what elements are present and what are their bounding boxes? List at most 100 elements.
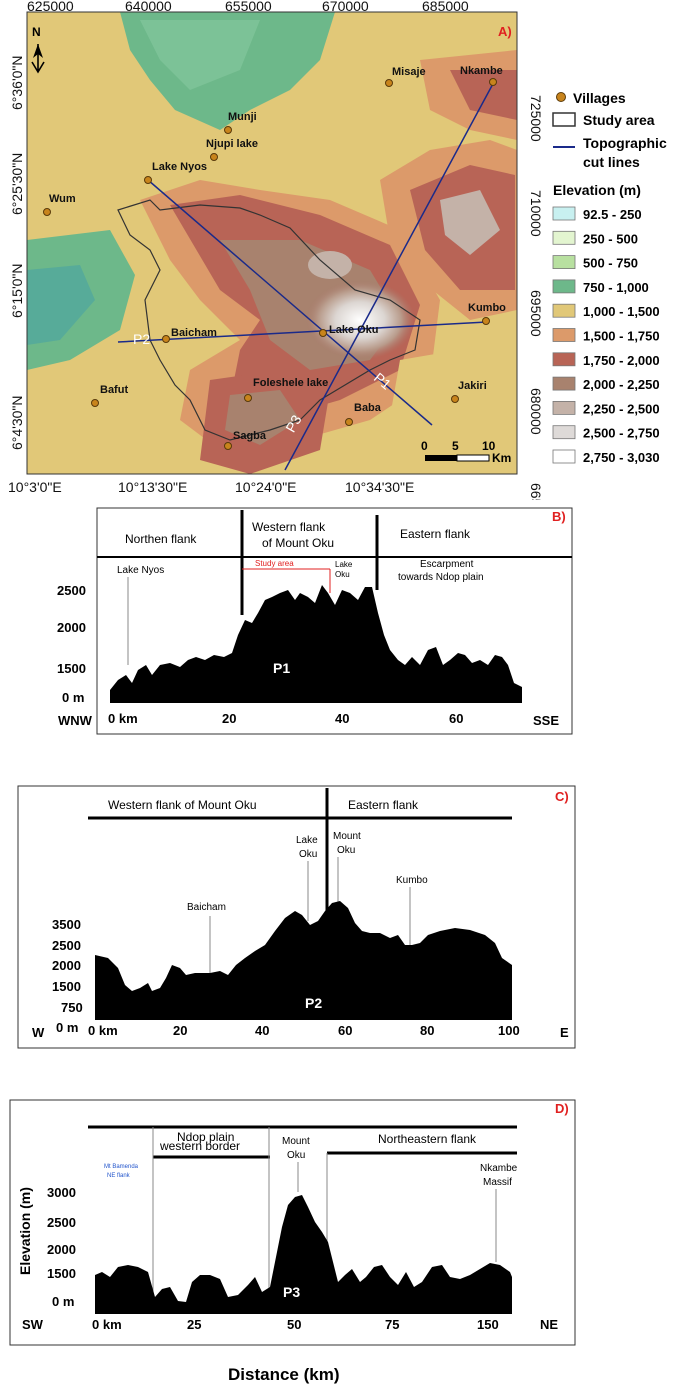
x-tick: 60 (338, 1023, 352, 1038)
zone-western-flank: Western flank (252, 520, 326, 534)
bottom-tick: 10°13'30"E (118, 479, 187, 495)
village-marker-icon (244, 394, 252, 402)
direction-left: W (32, 1025, 45, 1040)
annotation-kumbo: Kumbo (396, 875, 428, 886)
village-label: Nkambe (460, 65, 503, 77)
legend-cut-lines-2: cut lines (583, 154, 640, 170)
village-marker-icon (482, 317, 490, 325)
svg-text:0: 0 (421, 439, 428, 453)
right-tick: 725000 (528, 95, 544, 142)
cut-line-p3 (284, 79, 496, 471)
svg-text:Km: Km (492, 451, 511, 465)
bottom-tick: 10°34'30"E (345, 479, 414, 495)
legend-class-label: 2,750 - 3,030 (583, 450, 660, 465)
x-tick: 20 (222, 711, 236, 726)
village-label: Lake Nyos (152, 161, 207, 173)
zone-northeastern-flank: Northeastern flank (378, 1132, 477, 1146)
annotation-mt-bamenda: Mt Bamenda (104, 1164, 139, 1170)
village-marker-icon (451, 395, 459, 403)
x-tick: 150 (477, 1317, 499, 1332)
annotation-escarpment: Escarpment (420, 559, 474, 570)
y-tick: 3000 (47, 1185, 76, 1200)
legend-swatch (552, 352, 576, 367)
legend-swatch (552, 206, 576, 221)
direction-left: WNW (58, 713, 93, 728)
annotation-lake: Lake (335, 560, 353, 569)
annotation-ndop-plain: towards Ndop plain (398, 572, 484, 583)
annotation-mount: Mount (333, 831, 361, 842)
direction-left: SW (22, 1317, 44, 1332)
left-tick: 6°4'30"N (9, 396, 25, 451)
cut-line-p1 (147, 179, 433, 426)
annotation-massif: Massif (483, 1177, 512, 1188)
direction-right: E (560, 1025, 569, 1040)
profile-panel-d: D) Ndop plain western border Northeaster… (9, 1099, 576, 1384)
bottom-tick: 10°3'0"E (8, 479, 62, 495)
cut-lines (117, 79, 496, 471)
y-axis-title: Elevation (m) (17, 1187, 33, 1275)
legend-class-label: 1,000 - 1,500 (583, 304, 660, 319)
right-tick: 680000 (528, 388, 544, 435)
legend-swatch (552, 328, 576, 342)
x-tick: 20 (173, 1023, 187, 1038)
y-tick: 2500 (47, 1215, 76, 1230)
annotation-mount-oku: Oku (337, 845, 355, 856)
legend-class-label: 750 - 1,000 (583, 280, 649, 295)
cut-line-p2 (117, 321, 488, 343)
annotation-oku: Oku (299, 849, 317, 860)
village-marker-icon (345, 418, 353, 426)
village-marker-icon (43, 208, 51, 216)
y-tick: 750 (61, 1000, 83, 1015)
legend-class-label: 1,750 - 2,000 (583, 353, 660, 368)
legend-swatch (552, 279, 576, 294)
profile-panel-b: B) Northen flank Western flank of Mount … (57, 507, 573, 735)
y-tick: 1500 (52, 979, 81, 994)
legend-class-label: 250 - 500 (583, 231, 638, 246)
x-tick: 50 (287, 1317, 301, 1332)
village-marker-icon (162, 335, 170, 343)
village-marker-icon (489, 78, 497, 86)
y-tick: 1500 (47, 1266, 76, 1281)
profile-p1-silhouette (110, 585, 522, 703)
village-markers: Misaje Nkambe Munji Njupi lake Lake Nyos Wum K… (43, 65, 506, 450)
annotation-oku: Oku (335, 570, 350, 579)
x-tick: 40 (335, 711, 349, 726)
legend-class-label: 92.5 - 250 (583, 207, 642, 222)
y-tick: 2500 (52, 938, 81, 953)
legend-elevation-title: Elevation (m) (553, 182, 641, 198)
village-marker-icon (224, 442, 232, 450)
legend-swatch (552, 255, 576, 270)
village-marker-icon (224, 126, 232, 134)
y-tick: 0 m (62, 690, 84, 705)
top-tick: 640000 (125, 0, 172, 14)
right-tick: 665000 (528, 483, 544, 500)
y-tick: 1500 (57, 661, 86, 676)
panel-label-c: C) (555, 789, 569, 804)
top-tick: 655000 (225, 0, 272, 14)
direction-right: SSE (533, 713, 559, 728)
cut-label-p2: P2 (133, 331, 150, 347)
legend-swatch (552, 400, 576, 415)
y-tick: 2500 (57, 583, 86, 598)
elevation-raster (27, 12, 517, 474)
village-label: Kumbo (468, 302, 506, 314)
map-legend: Villages Study area Topographic cut line… (552, 90, 667, 465)
village-marker-icon (144, 176, 152, 184)
north-arrow-icon (31, 44, 45, 74)
y-tick: 2000 (47, 1242, 76, 1257)
panel-label-d: D) (555, 1101, 569, 1116)
village-label: Lake Oku (329, 324, 379, 336)
village-label: Misaje (392, 66, 426, 78)
zone-ndop-plain: Ndop plain (177, 1130, 234, 1144)
village-marker-icon (210, 153, 218, 161)
village-label: Jakiri (458, 380, 487, 392)
x-tick: 0 km (92, 1317, 122, 1332)
village-label: Njupi lake (206, 138, 258, 150)
annotation-oku: Oku (287, 1150, 305, 1161)
right-tick: 695000 (528, 290, 544, 337)
right-tick: 710000 (528, 190, 544, 237)
zone-western-flank: Western flank of Mount Oku (108, 798, 257, 812)
profile-p2-silhouette (95, 901, 512, 1020)
annotation-baicham: Baicham (187, 902, 226, 913)
profile-label-p2: P2 (305, 995, 322, 1011)
